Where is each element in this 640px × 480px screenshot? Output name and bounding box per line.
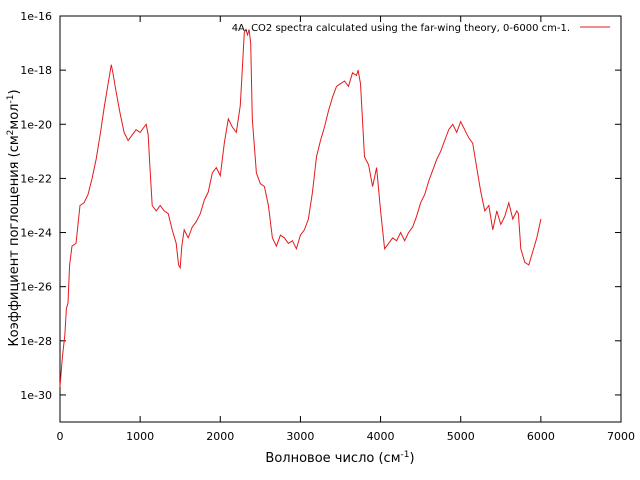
y-tick-label: 1e-18 (20, 64, 52, 77)
x-tick-label: 0 (57, 430, 64, 443)
x-tick-label: 2000 (206, 430, 234, 443)
y-axis-title: Коэффициент поглощения (см2мол-1) (6, 89, 22, 346)
y-tick-label: 1e-20 (20, 118, 52, 131)
x-tick-label: 1000 (126, 430, 154, 443)
legend-label: 4A. CO2 spectra calculated using the far… (232, 23, 570, 34)
x-axis-title: Волновое число (см-1) (265, 450, 414, 466)
y-tick-label: 1e-22 (20, 172, 52, 185)
y-tick-label: 1e-26 (20, 281, 52, 294)
y-tick-label: 1e-30 (20, 389, 52, 402)
series-line (59, 28, 542, 387)
x-tick-label: 7000 (607, 430, 635, 443)
x-tick-label: 3000 (286, 430, 314, 443)
y-axis-ticks: 1e-16 1e-18 1e-20 1e-22 1e-24 1e-26 1e-28 1e-30 (20, 10, 621, 402)
x-tick-label: 6000 (527, 430, 555, 443)
x-tick-label: 4000 (367, 430, 395, 443)
plot-frame (59, 15, 622, 423)
x-axis-ticks: 0 1000 2000 3000 4000 5000 6000 7000 (57, 16, 635, 443)
legend: 4A. CO2 spectra calculated using the far… (232, 23, 610, 34)
y-tick-label: 1e-28 (20, 335, 52, 348)
y-tick-label: 1e-16 (20, 10, 52, 23)
y-tick-label: 1e-24 (20, 227, 52, 240)
x-tick-label: 5000 (447, 430, 475, 443)
